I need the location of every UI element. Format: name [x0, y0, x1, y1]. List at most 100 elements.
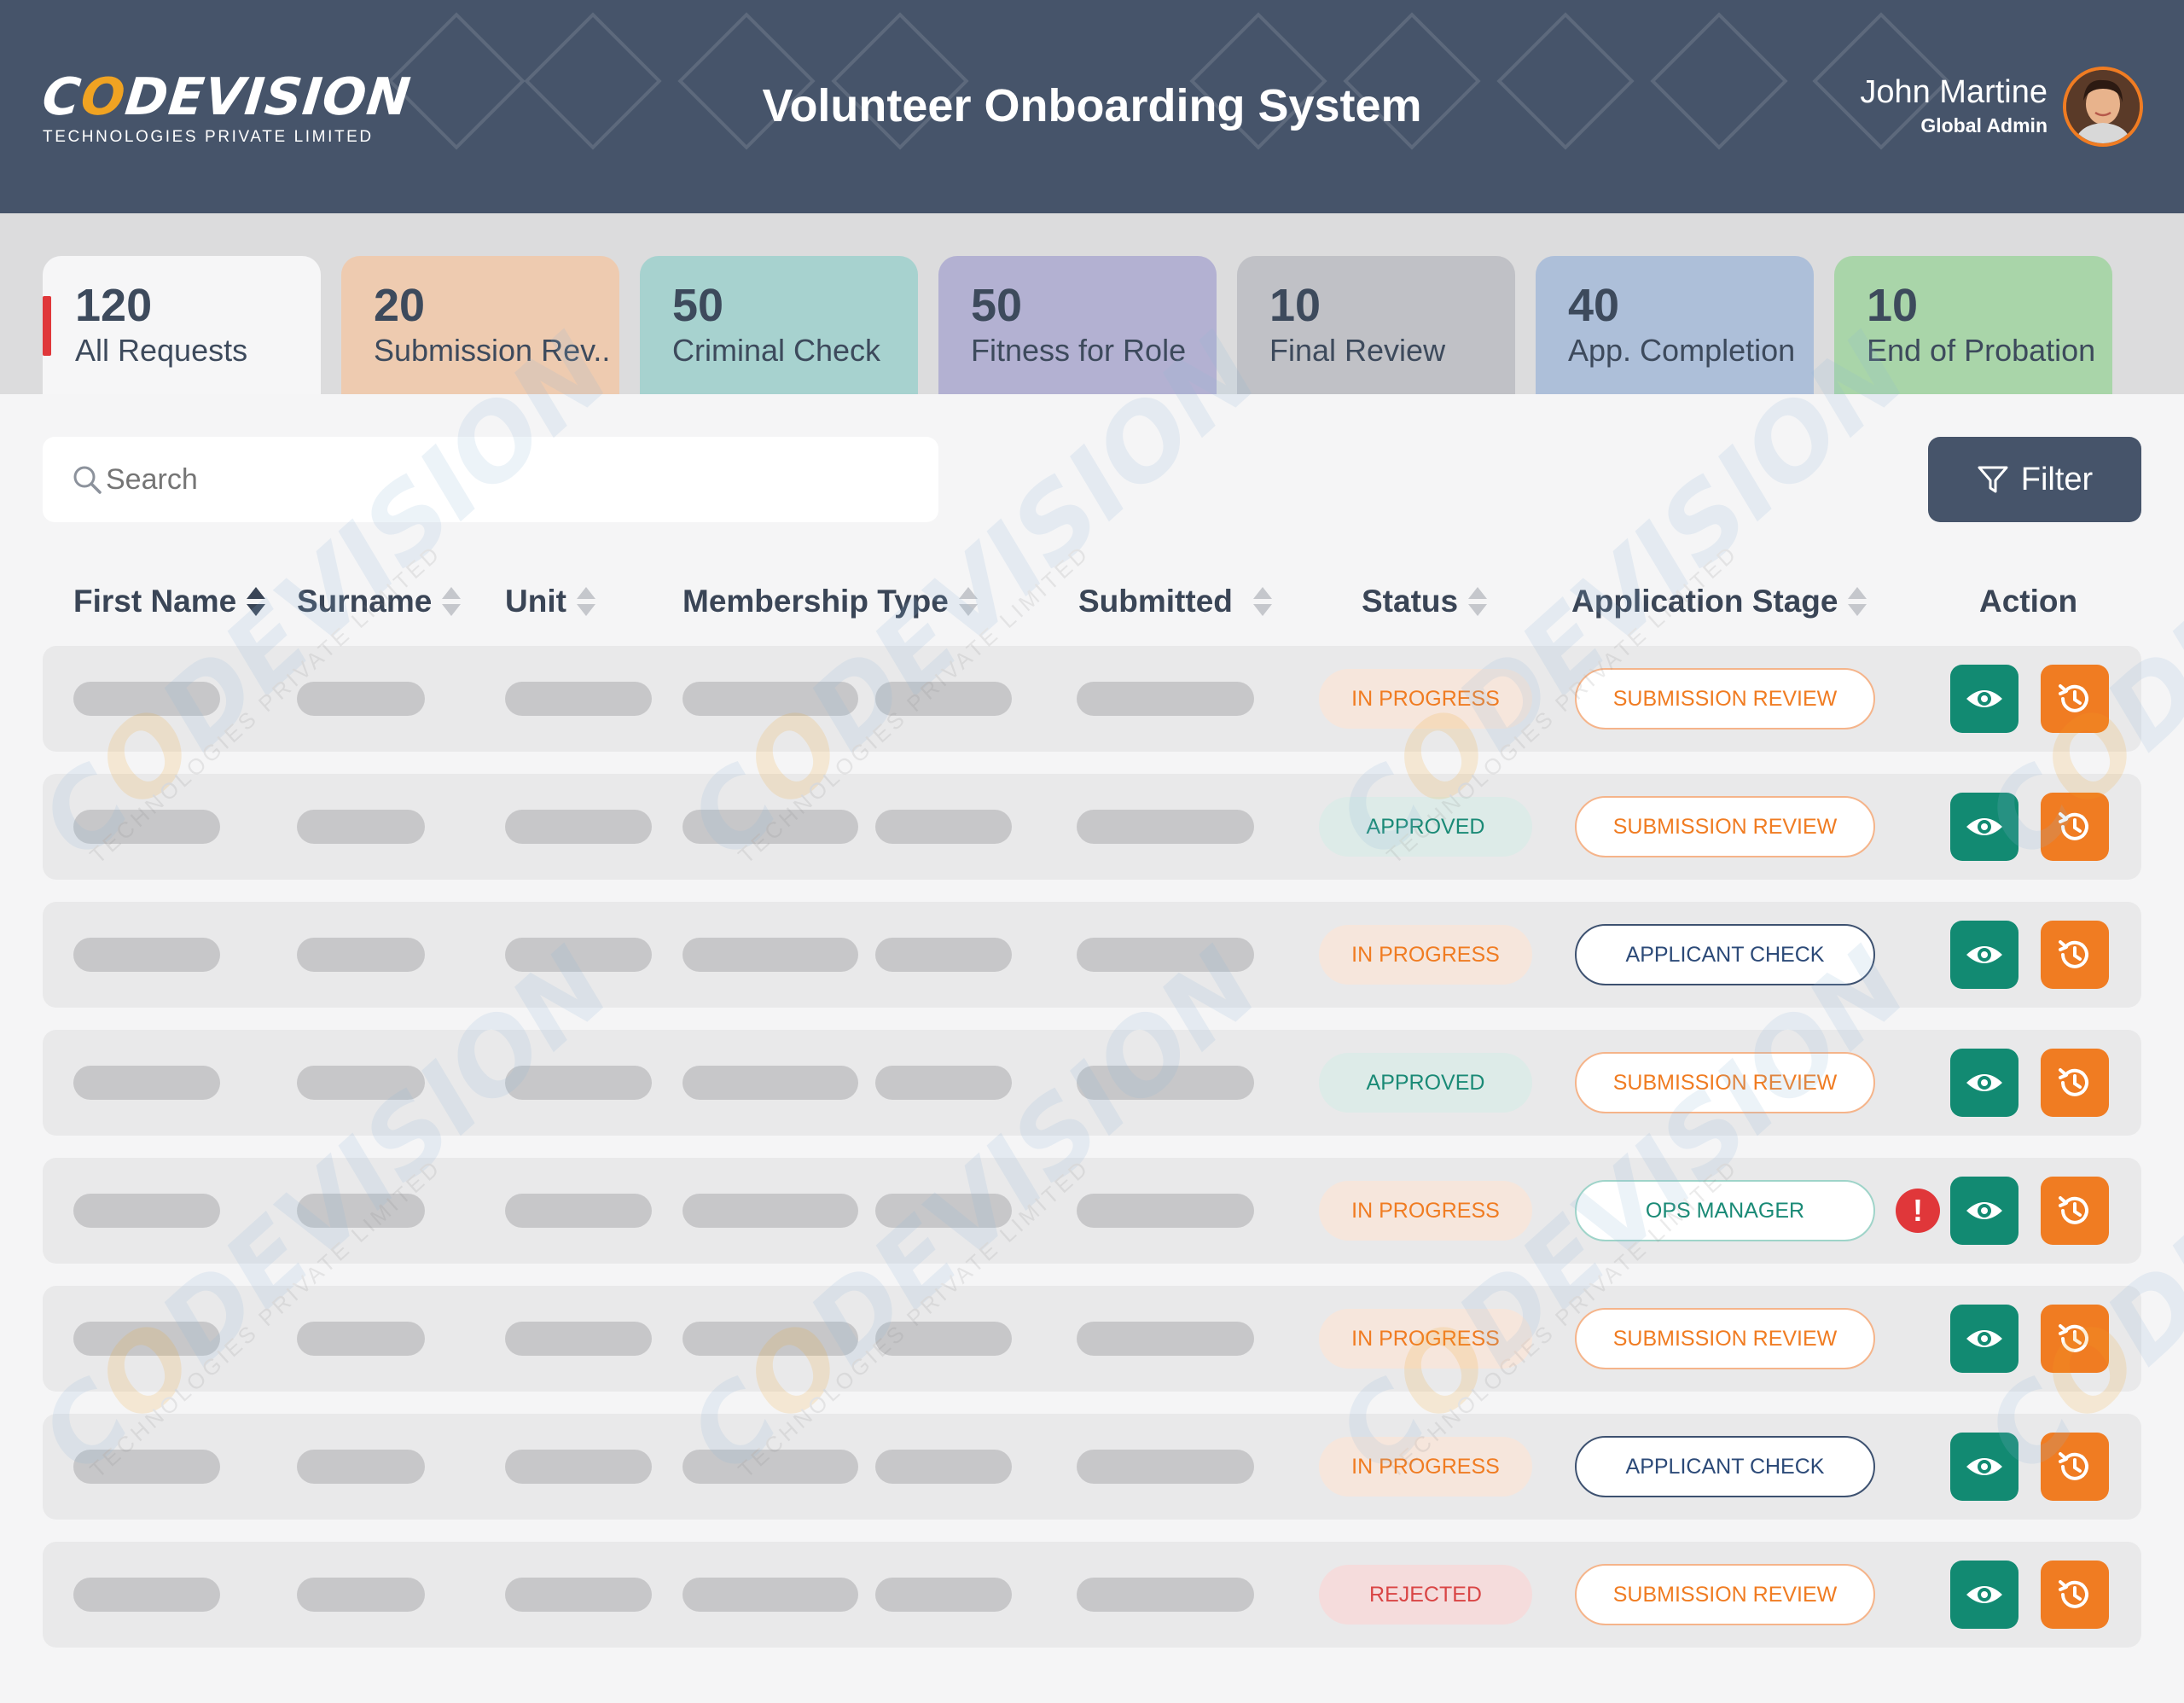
membership-placeholder	[875, 938, 1012, 972]
status-badge: APPROVED	[1319, 797, 1532, 857]
history-icon	[2059, 1452, 2088, 1480]
alert-icon[interactable]: !	[1896, 1189, 1940, 1233]
filter-button[interactable]: Filter	[1928, 437, 2141, 522]
surname-placeholder	[297, 938, 425, 972]
tab-label: App. Completion	[1568, 333, 1796, 368]
history-button[interactable]	[2041, 665, 2109, 733]
view-button[interactable]	[1950, 1305, 2018, 1373]
status-badge: APPROVED	[1319, 1053, 1532, 1113]
surname-placeholder	[297, 682, 425, 716]
stage-badge: SUBMISSION REVIEW	[1575, 1052, 1875, 1113]
column-label: Status	[1362, 584, 1459, 619]
header-pattern	[387, 12, 1950, 150]
eye-icon	[1966, 946, 2002, 963]
sort-icon	[576, 587, 595, 616]
history-icon	[2059, 940, 2088, 968]
submitted-placeholder	[1077, 1066, 1254, 1100]
history-button[interactable]	[2041, 1049, 2109, 1117]
status-badge: IN PROGRESS	[1319, 1181, 1532, 1241]
view-button[interactable]	[1950, 1049, 2018, 1117]
tab-label: Final Review	[1269, 333, 1446, 368]
user-info[interactable]: John Martine Global Admin	[1860, 73, 2048, 137]
tab-count: 50	[971, 280, 1023, 331]
membership-placeholder	[682, 810, 858, 844]
user-role: Global Admin	[1920, 114, 2048, 137]
membership-placeholder	[875, 1194, 1012, 1228]
submitted-placeholder	[1077, 1450, 1254, 1484]
eye-icon	[1966, 1458, 2002, 1475]
unit-placeholder	[505, 1194, 652, 1228]
tab-all-requests[interactable]: 120 All Requests	[43, 256, 321, 394]
sort-icon	[1252, 587, 1272, 616]
history-button[interactable]	[2041, 793, 2109, 861]
tab-submission-review[interactable]: 20 Submission Rev...	[341, 256, 619, 394]
column-label: Submitted	[1078, 584, 1233, 619]
column-label: Membership Type	[682, 584, 949, 619]
status-badge: IN PROGRESS	[1319, 925, 1532, 985]
history-button[interactable]	[2041, 1433, 2109, 1501]
avatar[interactable]	[2063, 67, 2143, 147]
unit-placeholder	[505, 938, 652, 972]
column-label: Surname	[297, 584, 433, 619]
history-button[interactable]	[2041, 1561, 2109, 1629]
membership-placeholder	[875, 682, 1012, 716]
view-button[interactable]	[1950, 1433, 2018, 1501]
tab-end-of-probation[interactable]: 10 End of Probation	[1834, 256, 2112, 394]
stage-badge: APPLICANT CHECK	[1575, 1436, 1875, 1497]
tab-count: 120	[75, 280, 153, 331]
column-label: First Name	[73, 584, 237, 619]
filter-icon	[1978, 466, 2008, 493]
submitted-placeholder	[1077, 810, 1254, 844]
eye-icon	[1966, 818, 2002, 835]
eye-icon	[1966, 1074, 2002, 1091]
tab-final-review[interactable]: 10 Final Review	[1237, 256, 1515, 394]
stage-badge: SUBMISSION REVIEW	[1575, 1564, 1875, 1625]
history-icon	[2059, 1580, 2088, 1608]
view-button[interactable]	[1950, 1561, 2018, 1629]
filter-label: Filter	[2020, 461, 2094, 497]
stage-badge: SUBMISSION REVIEW	[1575, 796, 1875, 857]
first-name-placeholder	[73, 1066, 220, 1100]
view-button[interactable]	[1950, 1177, 2018, 1245]
view-button[interactable]	[1950, 665, 2018, 733]
tab-label: Criminal Check	[672, 333, 881, 368]
membership-placeholder	[682, 1194, 858, 1228]
active-tab-indicator	[43, 296, 51, 356]
membership-placeholder	[682, 682, 858, 716]
unit-placeholder	[505, 810, 652, 844]
status-badge: REJECTED	[1319, 1565, 1532, 1625]
tab-criminal-check[interactable]: 50 Criminal Check	[640, 256, 918, 394]
search-input[interactable]	[106, 457, 874, 502]
history-button[interactable]	[2041, 1177, 2109, 1245]
tab-count: 10	[1867, 280, 1919, 331]
membership-placeholder	[875, 1066, 1012, 1100]
tab-app-completion[interactable]: 40 App. Completion	[1536, 256, 1814, 394]
column-unit[interactable]: Unit	[505, 580, 597, 623]
column-submitted[interactable]: Submitted	[1078, 580, 1274, 623]
membership-placeholder	[875, 1578, 1012, 1612]
column-first-name[interactable]: First Name	[73, 580, 267, 623]
column-status[interactable]: Status	[1362, 580, 1489, 623]
membership-placeholder	[682, 938, 858, 972]
submitted-placeholder	[1077, 938, 1254, 972]
surname-placeholder	[297, 1450, 425, 1484]
stage-badge: OPS MANAGER	[1575, 1180, 1875, 1241]
status-badge: IN PROGRESS	[1319, 669, 1532, 729]
history-icon	[2059, 812, 2088, 840]
submitted-placeholder	[1077, 1578, 1254, 1612]
column-application-stage[interactable]: Application Stage	[1571, 580, 1868, 623]
tab-label: Submission Rev...	[374, 333, 613, 368]
history-button[interactable]	[2041, 1305, 2109, 1373]
column-surname[interactable]: Surname	[297, 580, 462, 623]
sort-icon	[442, 587, 462, 616]
unit-placeholder	[505, 682, 652, 716]
company-logo: CODEVISION TECHNOLOGIES PRIVATE LIMITED	[39, 67, 414, 147]
tab-fitness-for-role[interactable]: 50 Fitness for Role	[938, 256, 1217, 394]
view-button[interactable]	[1950, 921, 2018, 989]
stage-badge: SUBMISSION REVIEW	[1575, 1308, 1875, 1369]
column-membership-type[interactable]: Membership Type	[682, 580, 979, 623]
view-button[interactable]	[1950, 793, 2018, 861]
history-button[interactable]	[2041, 921, 2109, 989]
column-label: Unit	[505, 584, 566, 619]
column-label: Action	[1979, 584, 2078, 619]
